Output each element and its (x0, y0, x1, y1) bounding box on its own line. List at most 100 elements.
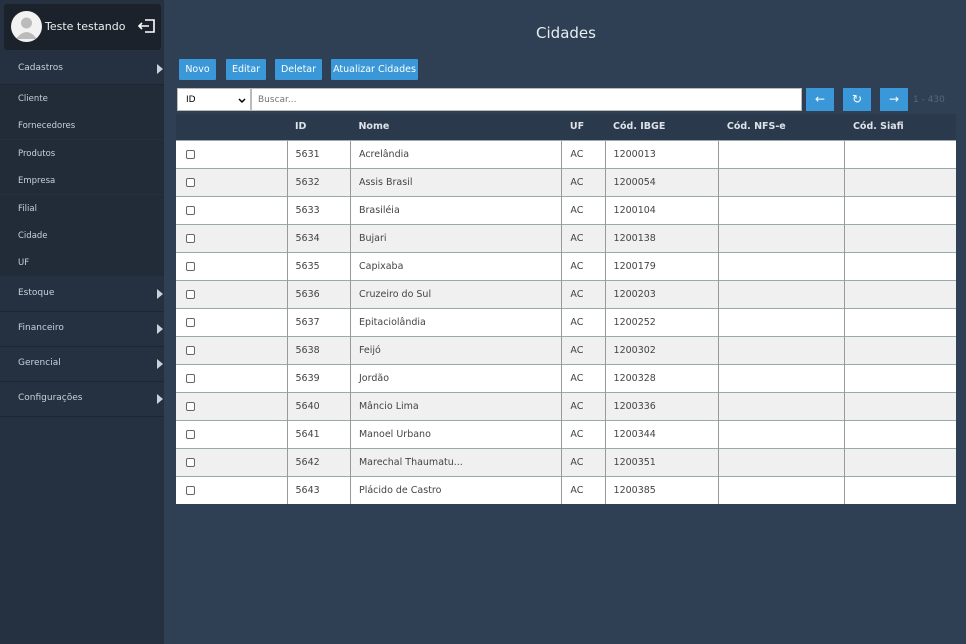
prev-button[interactable]: ← (806, 88, 834, 111)
cities-table: ID Nome UF Cód. IBGE Cód. NFS-e Cód. Siafi 563… (176, 114, 956, 504)
submenu-item[interactable]: Cidade (0, 222, 164, 249)
table-cell (844, 195, 956, 224)
table-cell: 1200336 (604, 391, 719, 420)
table-cell: Epitaciolândia (349, 307, 562, 336)
table-row[interactable]: 5639 Jordão AC 1200328 (176, 363, 956, 392)
row-checkbox[interactable] (186, 429, 195, 439)
menu-arrow (157, 289, 163, 300)
menu-item[interactable]: Configurações (0, 382, 164, 417)
row-checkbox[interactable] (186, 373, 195, 383)
table-cell (844, 475, 956, 504)
table-row[interactable]: 5637 Epitaciolândia AC 1200252 (176, 307, 956, 336)
header-cell: Cód. Siafi (844, 114, 956, 140)
table-cell: 1200179 (604, 251, 719, 280)
toolbar-button[interactable]: Atualizar Cidades (331, 59, 418, 80)
row-checkbox[interactable] (186, 149, 195, 159)
row-checkbox[interactable] (186, 205, 195, 215)
table-cell: AC (561, 195, 606, 224)
submenu-item[interactable]: UF (0, 249, 164, 277)
table-cell (718, 419, 845, 448)
table-row[interactable]: 5632 Assis Brasil AC 1200054 (176, 167, 956, 196)
table-cell (844, 391, 956, 420)
submenu-label: Produtos (18, 148, 56, 159)
row-checkbox[interactable] (186, 317, 195, 327)
table-cell (718, 363, 845, 392)
table-row[interactable]: 5631 Acrelândia AC 1200013 (176, 139, 956, 168)
user-name: Teste testando (45, 20, 126, 33)
sidebar: Teste testando Cadastros Cliente Fornecedo… (0, 0, 164, 644)
toolbar-button[interactable]: Novo (179, 59, 216, 80)
submenu-item[interactable]: Cliente (0, 85, 164, 112)
table-row[interactable]: 5642 Marechal Thaumatu... AC 1200351 (176, 447, 956, 476)
table-row[interactable]: 5638 Feijó AC 1200302 (176, 335, 956, 364)
table-cell (844, 167, 956, 196)
row-checkbox[interactable] (186, 345, 195, 355)
header-cell (176, 114, 287, 140)
select-value: ID (186, 95, 196, 105)
submenu-item[interactable]: Produtos (0, 139, 164, 167)
table-cell: Marechal Thaumatu... (349, 447, 562, 476)
table-row[interactable]: 5643 Plácido de Castro AC 1200385 (176, 475, 956, 504)
table-cell: Cruzeiro do Sul (349, 279, 562, 308)
table-row[interactable]: 5633 Brasiléia AC 1200104 (176, 195, 956, 224)
table-row[interactable]: 5641 Manoel Urbano AC 1200344 (176, 419, 956, 448)
refresh-button[interactable]: ↻ (843, 88, 871, 111)
menu-item[interactable]: Gerencial (0, 347, 164, 382)
row-checkbox[interactable] (186, 177, 195, 187)
search-field-select[interactable]: ID (177, 88, 251, 111)
row-checkbox[interactable] (186, 261, 195, 271)
submenu-item[interactable]: Empresa (0, 167, 164, 195)
menu-item[interactable]: Estoque (0, 277, 164, 312)
header-row: ID Nome UF Cód. IBGE Cód. NFS-e Cód. Siafi (176, 114, 956, 140)
table-row[interactable]: 5636 Cruzeiro do Sul AC 1200203 (176, 279, 956, 308)
table-cell: 1200385 (604, 475, 719, 504)
select-cell (176, 447, 287, 476)
submenu-item[interactable]: Fornecedores (0, 112, 164, 140)
table-cell (718, 475, 845, 504)
header-cell: UF (561, 114, 606, 140)
submenu-label: Filial (18, 203, 37, 214)
row-checkbox[interactable] (186, 401, 195, 411)
row-checkbox[interactable] (186, 289, 195, 299)
table-row[interactable]: 5635 Capixaba AC 1200179 (176, 251, 956, 280)
logout-icon[interactable] (137, 17, 157, 35)
submenu-item[interactable]: Filial (0, 194, 164, 222)
table-cell: 5639 (286, 363, 351, 392)
select-cell (176, 279, 287, 308)
table-cell (718, 139, 845, 168)
table-cell (844, 447, 956, 476)
table-cell: Plácido de Castro (349, 475, 562, 504)
table-cell: 1200054 (604, 167, 719, 196)
row-checkbox[interactable] (186, 457, 195, 467)
table-cell: AC (561, 447, 606, 476)
submenu-label: Empresa (18, 176, 56, 187)
table-cell: 5634 (286, 223, 351, 252)
toolbar-button[interactable]: Deletar (275, 59, 322, 80)
table-cell: 1200351 (604, 447, 719, 476)
select-cell (176, 419, 287, 448)
next-button[interactable]: → (880, 88, 908, 111)
table-row[interactable]: 5634 Bujari AC 1200138 (176, 223, 956, 252)
row-checkbox[interactable] (186, 485, 195, 495)
table-cell (718, 167, 845, 196)
menu-label: Estoque (18, 288, 55, 299)
table-cell: Mâncio Lima (349, 391, 562, 420)
table-cell: AC (561, 279, 606, 308)
select-cell (176, 139, 287, 168)
table-cell: 1200013 (604, 139, 719, 168)
menu-item[interactable]: Cadastros (0, 52, 164, 85)
table-cell (718, 447, 845, 476)
table-cell: AC (561, 391, 606, 420)
table-cell: AC (561, 307, 606, 336)
menu-item[interactable]: Financeiro (0, 312, 164, 347)
table-cell: 1200328 (604, 363, 719, 392)
row-checkbox[interactable] (186, 233, 195, 243)
table-row[interactable]: 5640 Mâncio Lima AC 1200336 (176, 391, 956, 420)
select-cell (176, 223, 287, 252)
search-input[interactable] (251, 88, 802, 111)
toolbar-button[interactable]: Editar (226, 59, 266, 80)
table-cell: 5636 (286, 279, 351, 308)
table-cell: 1200252 (604, 307, 719, 336)
table-cell: Feijó (349, 335, 562, 364)
